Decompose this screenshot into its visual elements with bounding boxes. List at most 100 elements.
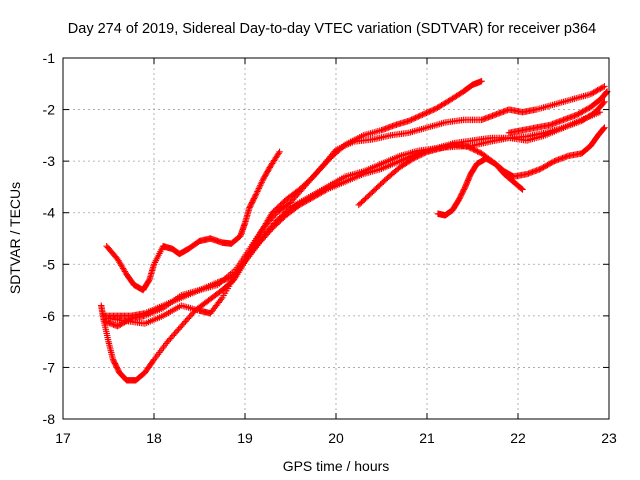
x-tick-label: 23 — [601, 430, 617, 446]
data-point — [264, 220, 271, 227]
data-point — [431, 105, 438, 113]
data-point — [575, 110, 582, 118]
data-point — [315, 166, 323, 174]
data-point — [168, 333, 175, 341]
data-point — [299, 185, 306, 192]
data-point — [262, 229, 270, 237]
data-point — [324, 158, 331, 165]
data-point — [468, 145, 476, 152]
data-point — [588, 90, 596, 97]
data-point — [290, 196, 297, 203]
x-tick-label: 19 — [237, 430, 253, 446]
data-point — [583, 106, 590, 113]
data-point — [579, 108, 586, 115]
data-point — [298, 186, 305, 194]
data-point — [258, 179, 265, 186]
series-track-8 — [505, 88, 611, 136]
data-point — [296, 188, 304, 195]
data-point — [115, 322, 123, 329]
data-point — [254, 188, 261, 195]
data-point — [599, 125, 607, 133]
data-point — [474, 148, 481, 155]
data-point — [411, 154, 418, 162]
data-point — [420, 110, 428, 118]
data-point — [584, 105, 592, 112]
data-point — [300, 183, 308, 191]
data-point — [423, 109, 430, 117]
data-point — [268, 223, 275, 230]
data-point — [548, 159, 555, 166]
data-point — [167, 335, 174, 342]
y-tick-label: -7 — [43, 359, 56, 375]
data-point — [257, 182, 264, 189]
data-point — [114, 322, 121, 330]
data-point — [544, 161, 551, 169]
data-point — [518, 185, 525, 192]
data-point — [325, 156, 332, 164]
data-point — [467, 144, 474, 152]
data-point — [416, 152, 424, 159]
data-point — [252, 191, 260, 198]
data-point — [257, 180, 265, 188]
y-tick-label: -1 — [43, 50, 56, 66]
data-point — [254, 186, 262, 194]
data-point — [265, 218, 272, 226]
data-point — [255, 185, 263, 192]
data-point — [413, 114, 421, 121]
data-point — [408, 156, 416, 163]
data-point — [180, 319, 188, 327]
series-track-1 — [103, 148, 283, 294]
data-point — [165, 336, 173, 344]
data-point — [519, 186, 526, 193]
data-point — [276, 148, 283, 156]
data-point — [594, 87, 601, 94]
data-point — [416, 112, 423, 120]
data-point — [187, 312, 195, 319]
data-point — [540, 164, 547, 171]
data-point — [313, 169, 320, 177]
data-point — [418, 151, 425, 158]
data-point — [266, 224, 274, 232]
data-point — [412, 154, 420, 161]
data-point — [580, 107, 588, 115]
data-point — [269, 214, 276, 221]
data-point — [547, 160, 554, 167]
data-point — [306, 177, 313, 184]
data-point — [169, 332, 177, 339]
data-point — [172, 329, 180, 336]
data-point — [426, 108, 433, 115]
data-point — [541, 163, 549, 170]
data-point — [275, 150, 282, 157]
data-point — [430, 106, 437, 113]
y-tick-label: -4 — [43, 205, 56, 221]
data-point — [261, 223, 268, 230]
data-point — [428, 107, 436, 114]
data-point — [582, 106, 589, 114]
data-point — [184, 315, 192, 322]
data-point — [314, 168, 321, 175]
data-point — [117, 321, 124, 328]
data-point — [261, 231, 268, 238]
data-point — [475, 148, 483, 156]
y-axis-label: SDTVAR / TECUs — [7, 182, 23, 294]
data-point — [269, 221, 276, 229]
data-point — [260, 232, 267, 240]
data-point — [256, 183, 263, 191]
data-point — [294, 191, 301, 198]
data-point — [472, 147, 480, 154]
data-point — [171, 330, 178, 338]
data-point — [265, 226, 272, 233]
y-axis-ticks: -8 -7 -6 -5 -4 -3 -2 -1 — [43, 50, 609, 427]
data-point — [419, 111, 426, 118]
data-point — [310, 172, 317, 180]
data-point — [464, 143, 472, 150]
data-point — [545, 161, 553, 168]
data-point — [573, 111, 581, 118]
x-tick-label: 18 — [146, 430, 162, 446]
data-point — [578, 109, 585, 116]
data-point — [266, 217, 274, 224]
data-point — [587, 90, 594, 98]
data-point — [408, 116, 415, 123]
data-point — [415, 113, 422, 120]
